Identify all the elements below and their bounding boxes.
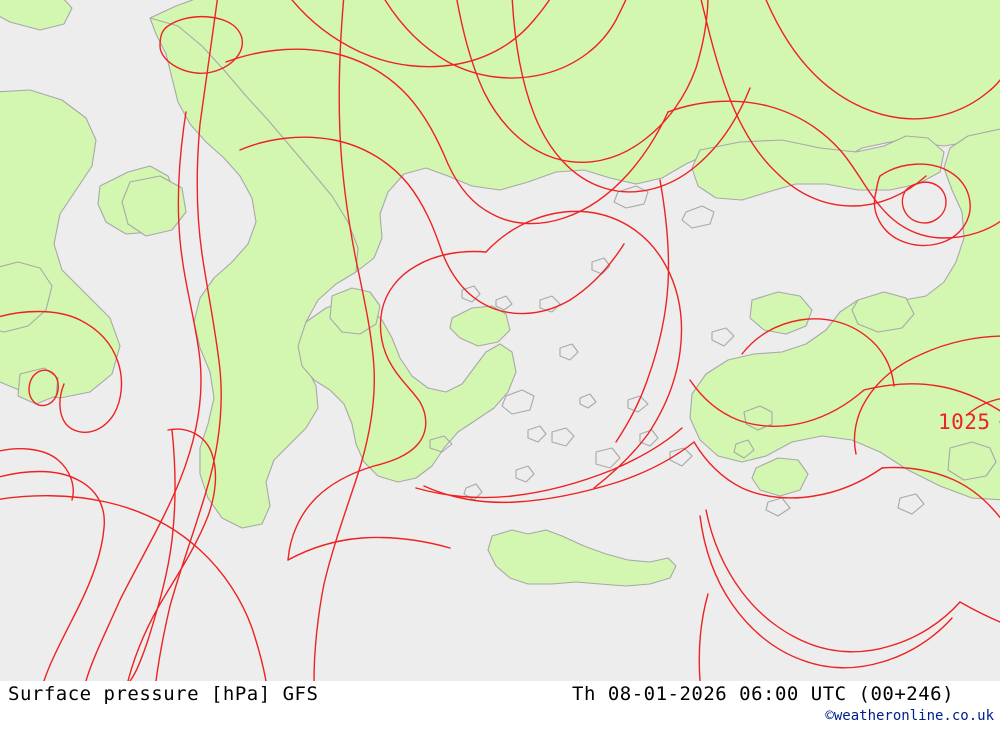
isobar-west-4 xyxy=(0,470,105,681)
isobar-se-1 xyxy=(693,441,883,499)
isobar-se-4 xyxy=(881,466,1000,519)
isobars xyxy=(0,0,1000,681)
isobar-ionian-1 xyxy=(127,428,217,681)
land-italy-ne-block xyxy=(121,175,187,237)
land-evia xyxy=(449,305,511,347)
coast-island-q xyxy=(733,439,755,459)
coast-island-b xyxy=(613,185,649,209)
isobar-west-closed-small xyxy=(28,369,59,407)
isobar-far-se-2 xyxy=(699,515,953,669)
isobar-label-1025: 1025 xyxy=(938,410,991,434)
land-anatolia-north xyxy=(689,128,1000,501)
isobar-south-1 xyxy=(287,536,451,561)
isobar-far-se xyxy=(705,509,961,653)
coast-island-t xyxy=(463,483,483,501)
isobar-labels: 1025 xyxy=(938,410,991,434)
isobar-ne-closed-outer xyxy=(873,163,971,247)
isobar-east-1 xyxy=(700,0,927,207)
isobar-turkey-coast xyxy=(615,179,670,443)
isobar-ne-closed-inner xyxy=(901,181,947,224)
coast-island-l xyxy=(579,393,597,409)
isobar-nw-closed-1 xyxy=(159,16,244,74)
isobar-balkan-lower xyxy=(239,136,625,315)
isobar-south-bottom xyxy=(698,593,709,681)
isobar-north-4 xyxy=(511,0,751,193)
isobar-west-3 xyxy=(0,448,74,501)
land-aegean-coast-1 xyxy=(749,291,813,335)
copyright-credit: ©weatheronline.co.uk xyxy=(825,708,994,724)
isobar-north-2 xyxy=(384,0,627,79)
isobar-west-1 xyxy=(85,111,202,681)
isobar-bottom-right xyxy=(959,601,1000,623)
coast-island-e xyxy=(551,427,575,447)
footer-bar: Surface pressure [hPa] GFS Th 08-01-2026… xyxy=(0,681,1000,733)
land-masses xyxy=(0,0,1000,587)
map-panel[interactable]: 1025 xyxy=(0,0,1000,681)
isobar-crete-north xyxy=(415,427,683,499)
land-rhodes-area xyxy=(947,441,997,481)
isobar-balkan-east xyxy=(667,100,1000,239)
isobar-aegean-main xyxy=(485,210,683,489)
coast-island-u xyxy=(515,465,535,483)
coast-island-i xyxy=(461,285,481,303)
coast-island-r xyxy=(765,497,791,517)
isobar-se-2 xyxy=(689,379,865,427)
isobar-ionian-2 xyxy=(129,429,176,681)
isobar-crete-long xyxy=(423,441,695,504)
coast-island-p xyxy=(429,435,453,453)
isobar-1025 xyxy=(853,335,1000,455)
surface-pressure-map[interactable]: 1025 xyxy=(0,0,1000,681)
isobar-north-3 xyxy=(456,0,709,164)
coast-island-m xyxy=(627,395,649,413)
coast-island-c xyxy=(681,205,715,229)
coast-island-o xyxy=(711,327,735,347)
isobar-west-2 xyxy=(0,310,123,433)
isobar-center-long xyxy=(155,0,222,681)
isobar-inner-aegean xyxy=(741,318,895,387)
isobar-balkan-mid xyxy=(225,48,669,225)
isobar-south-2 xyxy=(0,495,267,681)
coast-island-j xyxy=(495,295,513,311)
coast-island-s xyxy=(897,493,925,515)
isobar-1025b xyxy=(967,398,1000,423)
land-crete xyxy=(487,529,677,587)
isobar-se-3 xyxy=(863,383,1000,412)
land-italy-calabria xyxy=(0,261,53,333)
map-title: Surface pressure [hPa] GFS xyxy=(8,683,319,705)
coast-island-h xyxy=(559,343,579,361)
coast-island-f xyxy=(595,447,621,469)
land-greece-west xyxy=(329,287,381,335)
land-greece-mainland xyxy=(297,299,517,483)
isobar-ne-1 xyxy=(765,0,1000,120)
isobar-mid-long xyxy=(313,0,376,681)
land-aegean-coast-3 xyxy=(851,291,915,333)
coast-island-a xyxy=(591,257,611,275)
coast-island-k xyxy=(527,425,547,443)
coast-island-d xyxy=(501,389,535,415)
land-nw-corner xyxy=(0,0,73,31)
isobar-aegean-west xyxy=(287,250,487,561)
land-aegean-coast-2 xyxy=(751,457,809,497)
valid-time: Th 08-01-2026 06:00 UTC (00+246) xyxy=(572,683,955,705)
coast-aegean-islands-group xyxy=(539,295,561,313)
